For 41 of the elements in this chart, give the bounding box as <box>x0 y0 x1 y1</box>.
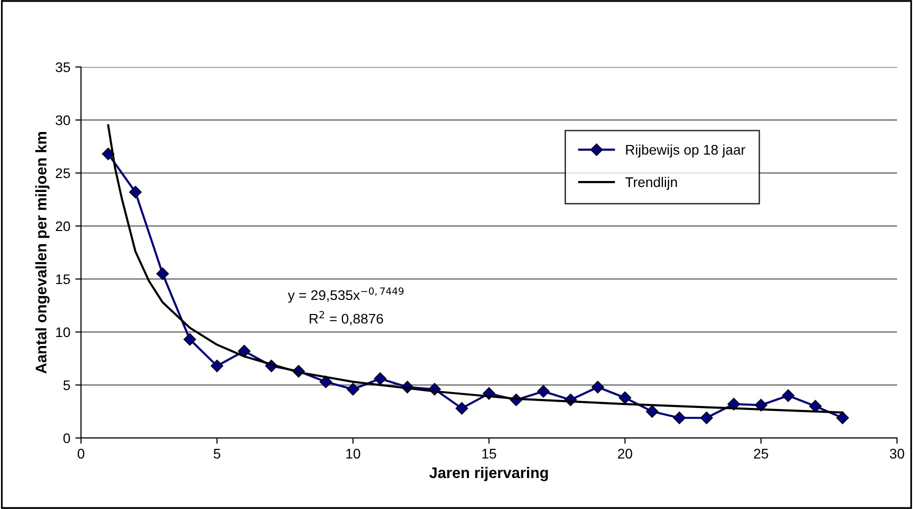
y-tick-label: 20 <box>56 221 70 232</box>
point <box>700 412 713 424</box>
y-tick-label: 0 <box>63 433 70 444</box>
point <box>183 333 196 346</box>
point <box>156 267 169 280</box>
point <box>129 186 142 198</box>
legend-label: Trendlijn <box>625 176 677 190</box>
point <box>618 391 632 404</box>
point <box>836 412 849 424</box>
y-tick-label: 15 <box>56 274 70 284</box>
x-tick-label: 20 <box>618 448 632 459</box>
point <box>809 400 822 413</box>
point <box>673 412 686 424</box>
point <box>102 148 115 160</box>
y-tick-label: 30 <box>56 115 70 126</box>
point <box>374 372 387 385</box>
point <box>754 398 768 412</box>
x-tick-label: 5 <box>214 448 220 459</box>
x-tick-label: 15 <box>482 448 496 459</box>
x-tick-label: 25 <box>754 448 768 459</box>
point <box>727 398 740 410</box>
point <box>782 389 795 402</box>
point <box>646 405 659 418</box>
y-axis-title: Aantal ongevallen per miljoen km <box>35 132 50 374</box>
point <box>591 380 604 394</box>
x-axis-title: Jaren rijervaring <box>429 466 548 482</box>
y-tick-label: 25 <box>56 168 70 178</box>
point <box>537 385 550 398</box>
point <box>346 382 360 396</box>
annotation: y = 29,535x$^{−0,7449}$ <box>288 287 404 303</box>
point <box>210 360 224 372</box>
legend-label: Rijbewijs op 18 jaar <box>626 144 746 158</box>
x-tick-label: 30 <box>890 448 904 459</box>
y-tick-label: 10 <box>56 327 70 338</box>
x-tick-label: 10 <box>346 448 360 459</box>
annotation: R$^{2}$ = 0,8876 <box>310 310 384 326</box>
x-tick-label: 0 <box>78 448 84 459</box>
y-tick-label: 35 <box>56 62 70 72</box>
point <box>455 402 468 415</box>
y-tick-label: 5 <box>63 380 70 390</box>
point <box>238 344 251 358</box>
